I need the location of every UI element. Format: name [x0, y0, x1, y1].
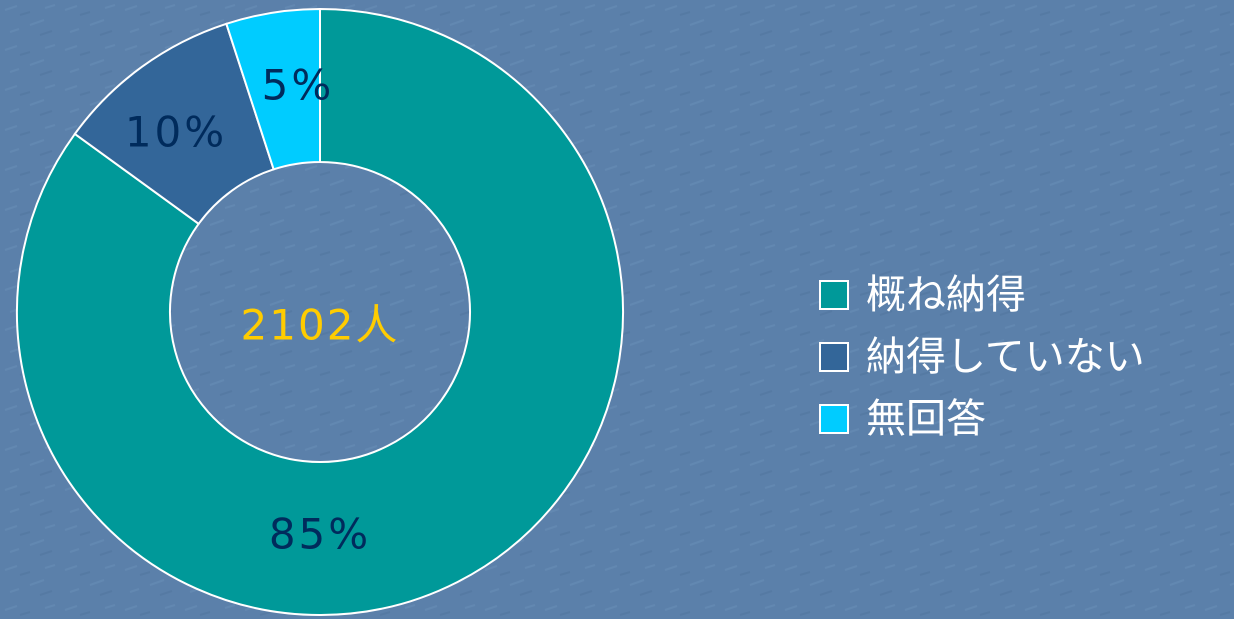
legend-swatch	[819, 342, 849, 372]
data-label: 10%	[125, 108, 227, 157]
legend-swatch	[819, 404, 849, 434]
legend-label: 無回答	[866, 396, 986, 442]
donut-segment	[16, 7, 624, 616]
donut: 85% 10% 5%	[16, 7, 624, 616]
data-label: 85%	[269, 510, 371, 559]
center-annotation: 2102人	[241, 301, 400, 350]
donut-segment	[225, 7, 321, 171]
legend-label: 納得していない	[866, 334, 1145, 380]
legend-label: 概ね納得	[866, 272, 1026, 318]
legend-swatch	[819, 280, 849, 310]
data-label: 5%	[262, 61, 335, 110]
